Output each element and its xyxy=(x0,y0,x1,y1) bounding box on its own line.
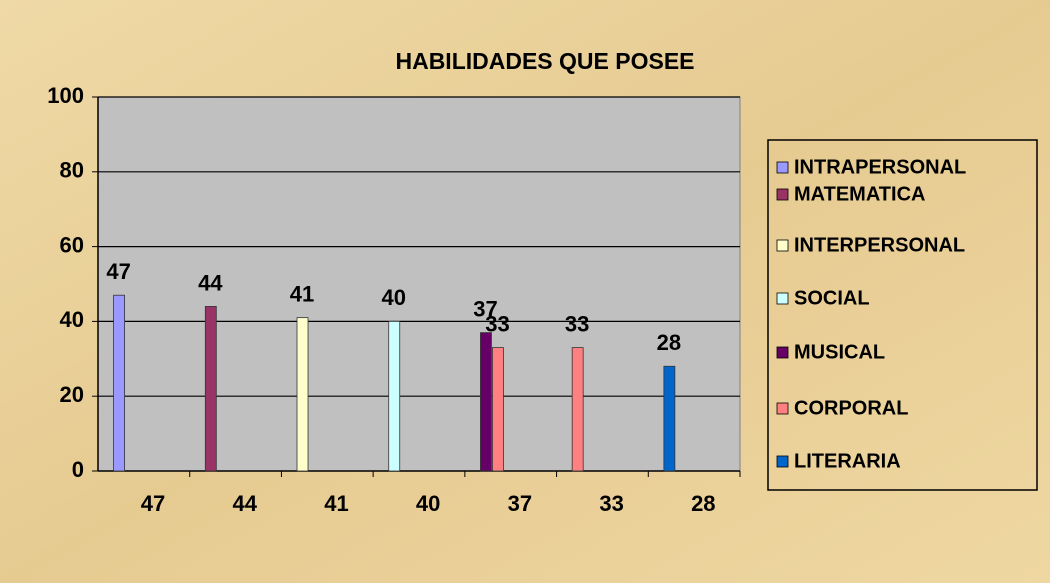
bar xyxy=(492,347,504,472)
x-tick-label: 44 xyxy=(233,491,258,516)
data-label: 37 xyxy=(473,296,497,321)
x-tick-label: 47 xyxy=(141,491,165,516)
legend-swatch xyxy=(776,346,789,359)
legend-swatch xyxy=(776,188,789,201)
legend-label: LITERARIA xyxy=(794,450,901,472)
data-label: 41 xyxy=(290,281,314,306)
legend-label: MUSICAL xyxy=(794,341,885,363)
plot-area xyxy=(97,96,741,472)
legend-label: SOCIAL xyxy=(794,287,870,309)
x-tick-label: 37 xyxy=(508,491,532,516)
y-tick-label: 0 xyxy=(72,457,84,482)
legend-label: MATEMATICA xyxy=(794,183,925,205)
bar xyxy=(480,332,492,472)
bar xyxy=(296,317,309,472)
bar xyxy=(388,320,401,472)
legend-swatch xyxy=(776,455,789,468)
bar xyxy=(663,365,676,472)
data-label: 40 xyxy=(381,285,405,310)
data-label: 33 xyxy=(565,311,589,336)
bar xyxy=(113,294,125,472)
legend-swatch xyxy=(776,161,789,174)
legend-swatch xyxy=(776,239,789,252)
data-label: 47 xyxy=(106,259,130,284)
y-tick-label: 20 xyxy=(60,382,84,407)
legend xyxy=(767,139,1038,491)
bar xyxy=(204,306,217,472)
x-tick-label: 40 xyxy=(416,491,440,516)
x-tick-label: 33 xyxy=(599,491,623,516)
data-label: 28 xyxy=(657,330,681,355)
legend-label: INTERPERSONAL xyxy=(794,234,965,256)
y-tick-label: 40 xyxy=(60,307,84,332)
legend-label: INTRAPERSONAL xyxy=(794,156,966,178)
x-tick-label: 41 xyxy=(324,491,348,516)
data-label: 33 xyxy=(485,311,509,336)
legend-swatch xyxy=(776,292,789,305)
legend-label: CORPORAL xyxy=(794,397,908,419)
bar xyxy=(571,347,584,472)
x-tick-label: 28 xyxy=(691,491,715,516)
y-tick-label: 80 xyxy=(60,158,84,183)
chart-title: HABILIDADES QUE POSEE xyxy=(395,48,694,74)
y-tick-label: 100 xyxy=(47,83,84,108)
legend-swatch xyxy=(776,402,789,415)
data-label: 44 xyxy=(198,270,223,295)
y-tick-label: 60 xyxy=(60,232,84,257)
